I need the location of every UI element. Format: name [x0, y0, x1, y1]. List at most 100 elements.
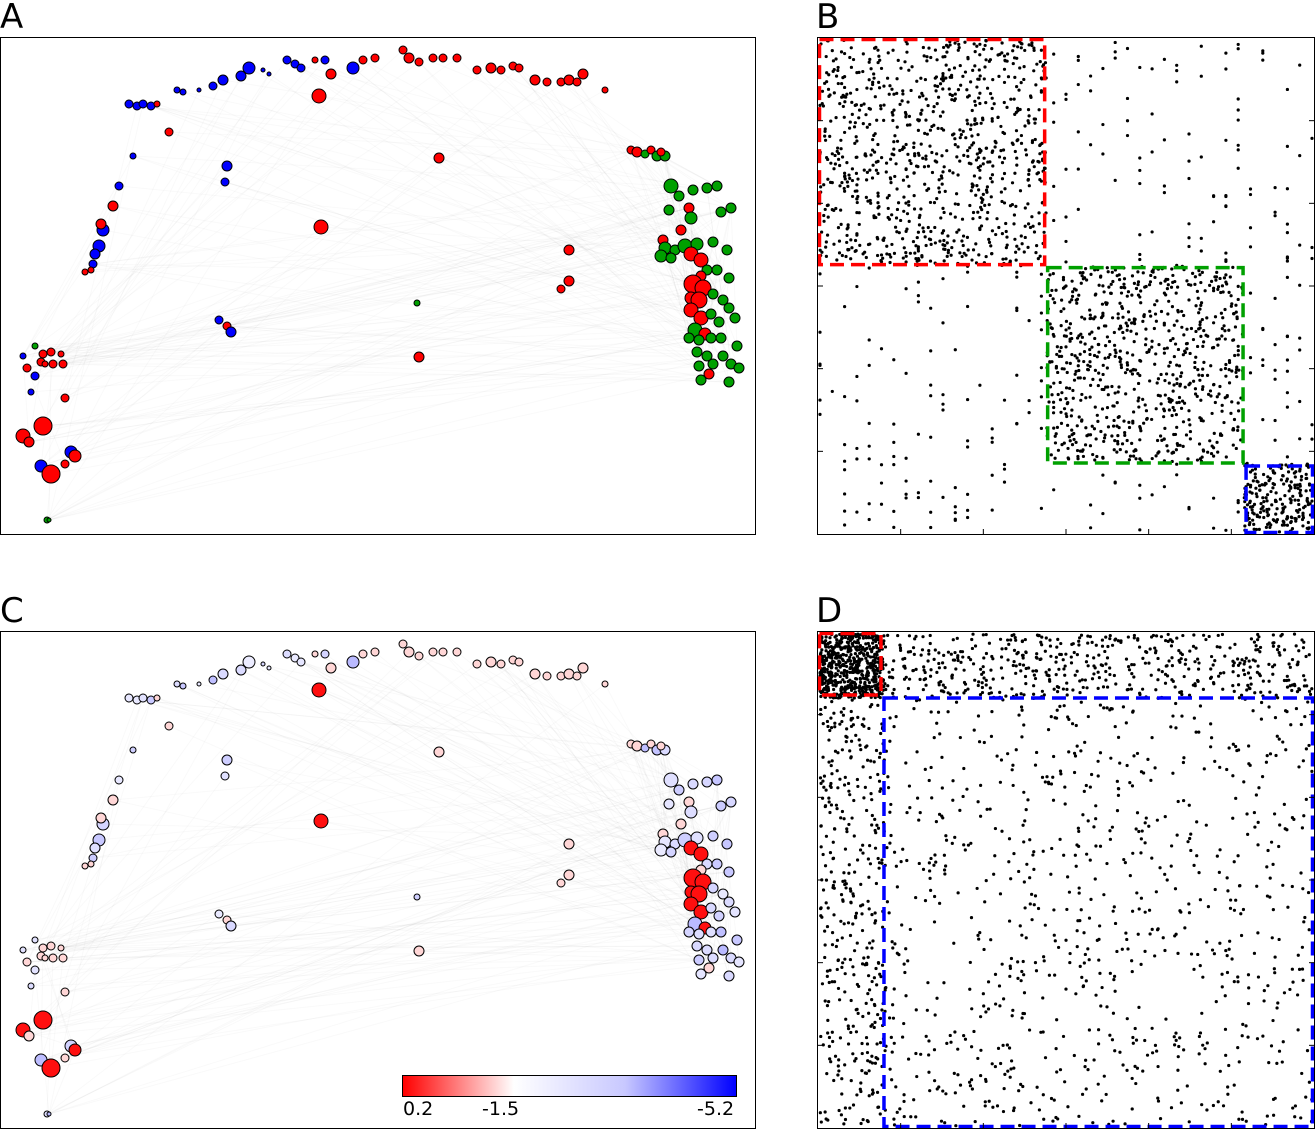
matrix-dot: [1193, 365, 1197, 370]
matrix-dot: [1097, 958, 1101, 962]
matrix-dot: [829, 763, 833, 768]
matrix-dot: [836, 146, 840, 150]
matrix-dot: [1076, 58, 1080, 62]
matrix-dot: [975, 44, 979, 48]
matrix-dot: [840, 965, 844, 969]
matrix-dot: [1132, 454, 1136, 458]
matrix-dot: [907, 68, 911, 72]
matrix-dot: [1078, 352, 1082, 356]
matrix-dot: [1088, 364, 1092, 369]
matrix-dot: [894, 162, 898, 166]
matrix-dot: [853, 870, 857, 874]
matrix-dot: [1191, 644, 1196, 648]
matrix-dot: [1068, 300, 1072, 304]
matrix-dot: [995, 1104, 1000, 1108]
matrix-dot: [1043, 61, 1048, 65]
matrix-dot: [979, 196, 983, 200]
matrix-dot: [1082, 961, 1086, 965]
matrix-dot: [1039, 48, 1043, 52]
matrix-dot: [1032, 48, 1036, 52]
matrix-dot: [1231, 443, 1235, 447]
matrix-dot: [1194, 329, 1198, 334]
matrix-dot: [1116, 439, 1120, 444]
matrix-dot: [938, 901, 942, 905]
matrix-dot: [1226, 1085, 1230, 1089]
matrix-dot: [1100, 985, 1104, 990]
matrix-dot: [1029, 95, 1033, 99]
matrix-dot: [1040, 643, 1044, 647]
edge: [41, 227, 321, 466]
matrix-dot: [874, 45, 878, 49]
matrix-dot: [984, 1010, 988, 1014]
node: [715, 926, 727, 938]
matrix-dot: [1138, 156, 1142, 160]
matrix-dot: [1005, 1043, 1009, 1047]
matrix-dot: [1170, 413, 1174, 418]
matrix-dot: [1046, 728, 1051, 732]
matrix-dot: [1203, 289, 1207, 293]
matrix-dot: [1006, 75, 1011, 79]
node: [33, 416, 53, 436]
matrix-dot: [970, 1007, 974, 1011]
matrix-dot: [1212, 321, 1216, 325]
matrix-dot: [827, 796, 831, 800]
node: [701, 350, 713, 362]
matrix-dot: [1196, 667, 1201, 671]
matrix-dot: [1236, 854, 1240, 858]
matrix-dot: [1234, 310, 1238, 314]
matrix-dot: [906, 686, 911, 691]
matrix-dot: [832, 660, 836, 664]
matrix-dot: [1125, 763, 1129, 768]
matrix-dot: [1002, 54, 1007, 58]
matrix-dot: [1141, 656, 1145, 660]
matrix-dot: [1079, 281, 1083, 285]
matrix-dot: [825, 719, 830, 724]
node: [266, 665, 272, 671]
matrix-dot: [1232, 980, 1236, 984]
matrix-dot: [1212, 952, 1216, 956]
matrix-dot: [1055, 425, 1060, 430]
matrix-dot: [848, 176, 852, 180]
matrix-dot: [870, 813, 874, 818]
matrix-dot: [1272, 519, 1276, 523]
edge-layer: [23, 652, 739, 1114]
matrix-dot: [906, 959, 910, 963]
node: [496, 65, 506, 75]
node: [68, 1043, 82, 1057]
matrix-dot: [1291, 980, 1295, 984]
matrix-dot: [1001, 1109, 1006, 1114]
matrix-dot: [973, 118, 977, 122]
matrix-dot: [873, 846, 878, 850]
matrix-dot: [1149, 635, 1154, 639]
matrix-dot: [1064, 328, 1068, 332]
matrix-dot: [882, 103, 886, 107]
matrix-dot: [1212, 526, 1216, 530]
node: [693, 334, 705, 346]
matrix-dot: [1106, 393, 1110, 397]
matrix-dot: [839, 816, 843, 820]
matrix-dot: [1079, 749, 1083, 753]
matrix-dot: [840, 936, 844, 940]
matrix-dot: [963, 848, 967, 852]
matrix-dot: [975, 85, 979, 89]
matrix-dot: [892, 687, 896, 692]
node: [572, 671, 582, 681]
node: [81, 268, 89, 276]
matrix-dot: [843, 459, 847, 463]
node: [260, 661, 266, 667]
matrix-dot: [921, 226, 925, 230]
matrix-dot: [1269, 1044, 1274, 1048]
matrix-dot: [977, 68, 981, 72]
matrix-dot: [842, 1122, 846, 1126]
matrix-dot: [1001, 130, 1005, 135]
matrix-dot: [1167, 399, 1171, 404]
matrix-dot: [1150, 493, 1154, 497]
node: [60, 393, 70, 403]
matrix-dot: [1002, 156, 1007, 160]
matrix-dot: [843, 509, 847, 513]
matrix-dot: [982, 156, 986, 160]
matrix-dot: [1012, 213, 1017, 217]
matrix-dot: [1113, 178, 1117, 182]
matrix-dot: [1193, 660, 1197, 664]
matrix-dot: [932, 736, 936, 740]
